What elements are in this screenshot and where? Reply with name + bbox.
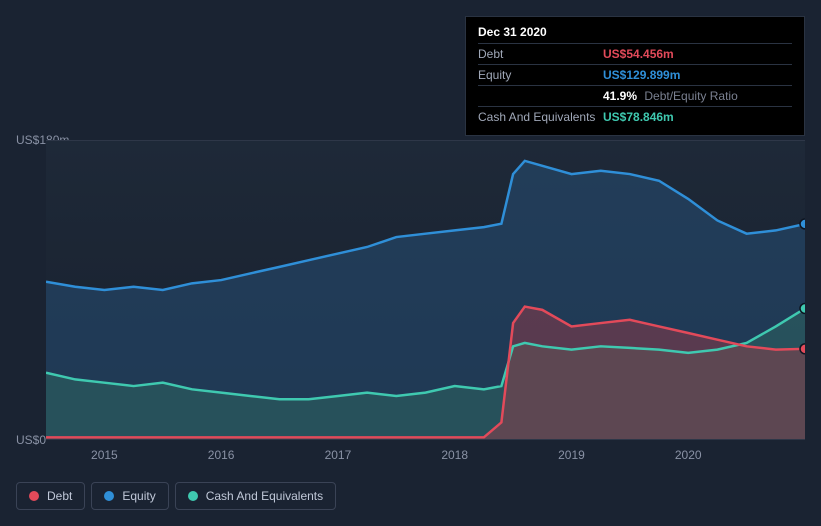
x-tick: 2019 <box>558 448 585 462</box>
cash-end-marker <box>800 303 805 313</box>
tooltip-value: US$54.456m <box>603 47 674 61</box>
debt-swatch-icon <box>29 491 39 501</box>
debt-end-marker <box>800 344 805 354</box>
tooltip-label: Cash And Equivalents <box>478 110 603 124</box>
chart-container: Dec 31 2020 Debt US$54.456m Equity US$12… <box>16 16 805 510</box>
chart-svg <box>46 141 805 439</box>
tooltip-ratio-value: 41.9% <box>603 89 637 103</box>
tooltip-value: US$129.899m <box>603 68 680 82</box>
legend-item-equity[interactable]: Equity <box>91 482 168 510</box>
legend: Debt Equity Cash And Equivalents <box>16 482 336 510</box>
tooltip-ratio-label: Debt/Equity Ratio <box>644 89 737 103</box>
tooltip-panel: Dec 31 2020 Debt US$54.456m Equity US$12… <box>465 16 805 136</box>
legend-label: Equity <box>122 489 155 503</box>
plot-area[interactable] <box>46 140 805 440</box>
x-axis: 2015 2016 2017 2018 2019 2020 <box>46 448 805 468</box>
y-axis-min-label: US$0 <box>16 433 46 447</box>
x-tick: 2015 <box>91 448 118 462</box>
x-tick: 2018 <box>441 448 468 462</box>
x-tick: 2016 <box>208 448 235 462</box>
tooltip-label <box>478 89 603 103</box>
cash-swatch-icon <box>188 491 198 501</box>
tooltip-row-debt: Debt US$54.456m <box>478 43 792 64</box>
equity-swatch-icon <box>104 491 114 501</box>
tooltip-label: Debt <box>478 47 603 61</box>
tooltip-date: Dec 31 2020 <box>478 25 792 43</box>
x-tick: 2020 <box>675 448 702 462</box>
legend-label: Cash And Equivalents <box>206 489 323 503</box>
legend-label: Debt <box>47 489 72 503</box>
x-tick: 2017 <box>325 448 352 462</box>
tooltip-row-cash: Cash And Equivalents US$78.846m <box>478 106 792 127</box>
equity-end-marker <box>800 219 805 229</box>
tooltip-value: US$78.846m <box>603 110 674 124</box>
tooltip-row-ratio: 41.9% Debt/Equity Ratio <box>478 85 792 106</box>
tooltip-row-equity: Equity US$129.899m <box>478 64 792 85</box>
tooltip-label: Equity <box>478 68 603 82</box>
legend-item-cash[interactable]: Cash And Equivalents <box>175 482 336 510</box>
legend-item-debt[interactable]: Debt <box>16 482 85 510</box>
